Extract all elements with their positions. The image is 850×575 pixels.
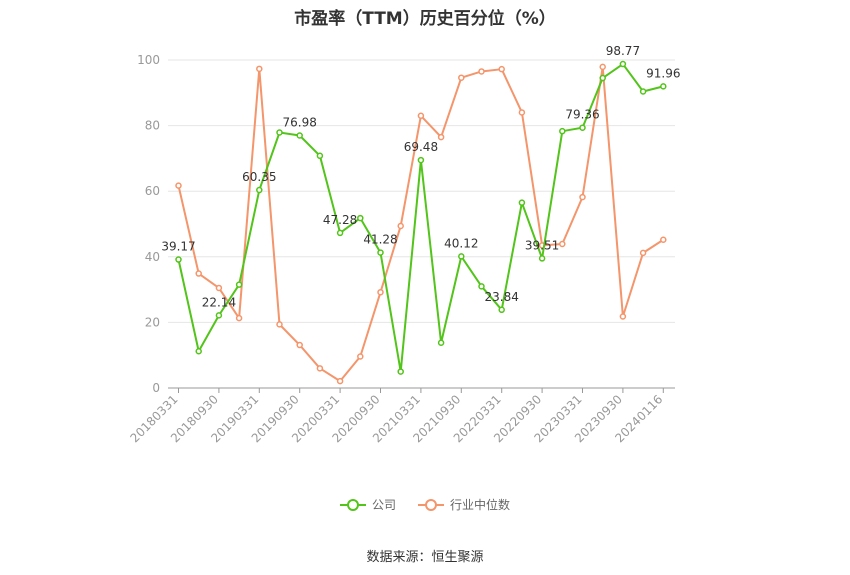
- company-point: [579, 124, 586, 131]
- industry-median-point: [579, 193, 586, 201]
- company-point: [417, 156, 425, 164]
- legend-swatch-company: [339, 498, 366, 512]
- y-tick-label: 0: [152, 381, 160, 395]
- industry-median-point: [518, 109, 526, 116]
- y-tick-label: 80: [145, 119, 160, 133]
- industry-median-point: [417, 112, 425, 120]
- industry-median-point: [256, 65, 263, 73]
- company-point: [175, 256, 182, 263]
- industry-median-point: [276, 321, 283, 328]
- company-point: [498, 306, 505, 314]
- industry-median-point: [478, 68, 485, 75]
- y-tick-label: 20: [145, 315, 160, 329]
- data-label: 39.51: [525, 238, 559, 252]
- data-label: 47.28: [323, 213, 357, 227]
- industry-median-point: [215, 284, 223, 292]
- data-label: 98.77: [606, 44, 640, 58]
- company-point: [619, 60, 627, 68]
- legend-item-industry-median[interactable]: 行业中位数: [418, 496, 510, 513]
- y-tick-label: 40: [145, 250, 160, 264]
- data-label: 23.84: [485, 290, 519, 304]
- industry-median-point: [397, 222, 404, 230]
- company-point: [639, 88, 647, 95]
- industry-median-point: [296, 341, 303, 349]
- data-label: 39.17: [161, 240, 195, 254]
- company-point: [357, 214, 364, 222]
- company-point: [336, 229, 344, 237]
- industry-median-point: [357, 353, 364, 360]
- industry-median-point: [660, 236, 667, 243]
- legend-label-company: 公司: [371, 498, 396, 512]
- industry-median-point: [336, 377, 344, 385]
- industry-median-point: [175, 182, 182, 189]
- company-point: [599, 74, 606, 82]
- chart-title: 市盈率（TTM）历史百分位（%）: [294, 9, 556, 29]
- company-point: [296, 132, 303, 139]
- data-label: 69.48: [404, 140, 438, 154]
- data-label: 79.36: [565, 108, 599, 122]
- industry-median-point: [316, 365, 324, 372]
- data-label: 76.98: [283, 116, 317, 130]
- y-tick-label: 100: [137, 53, 160, 67]
- company-point: [377, 249, 384, 256]
- company-point: [256, 186, 263, 194]
- data-label: 91.96: [646, 66, 680, 80]
- legend-item-company[interactable]: 公司: [339, 496, 396, 513]
- industry-median-point: [235, 314, 243, 322]
- company-point: [316, 152, 324, 160]
- company-point: [437, 339, 445, 346]
- industry-median-point: [599, 63, 606, 71]
- company-point: [276, 129, 283, 136]
- company-point: [518, 199, 526, 206]
- industry-median-point: [498, 65, 505, 73]
- legend-swatch-industry-median: [418, 498, 444, 512]
- company-point: [397, 368, 404, 375]
- company-point: [215, 312, 223, 319]
- industry-median-point: [458, 74, 465, 81]
- company-point: [559, 127, 566, 135]
- company-point: [195, 348, 202, 355]
- data-label: 41.28: [363, 233, 397, 247]
- legend: 公司 行业中位数: [0, 496, 850, 513]
- company-point: [235, 281, 243, 288]
- company-point: [660, 83, 667, 90]
- data-source: 数据来源：恒生聚源: [366, 550, 484, 565]
- industry-median-point: [195, 270, 202, 277]
- company-point: [538, 255, 546, 262]
- industry-median-point: [559, 240, 566, 248]
- industry-median-point: [639, 249, 647, 257]
- company-point: [478, 283, 485, 290]
- industry-median-point: [619, 313, 627, 320]
- company-point: [458, 253, 465, 260]
- y-tick-label: 60: [145, 184, 160, 198]
- legend-label-industry-median: 行业中位数: [450, 498, 511, 512]
- data-label: 60.35: [242, 170, 276, 184]
- industry-median-point: [437, 133, 445, 141]
- industry-median-point: [377, 288, 384, 296]
- data-label: 40.12: [444, 236, 478, 250]
- data-label: 22.14: [202, 295, 236, 309]
